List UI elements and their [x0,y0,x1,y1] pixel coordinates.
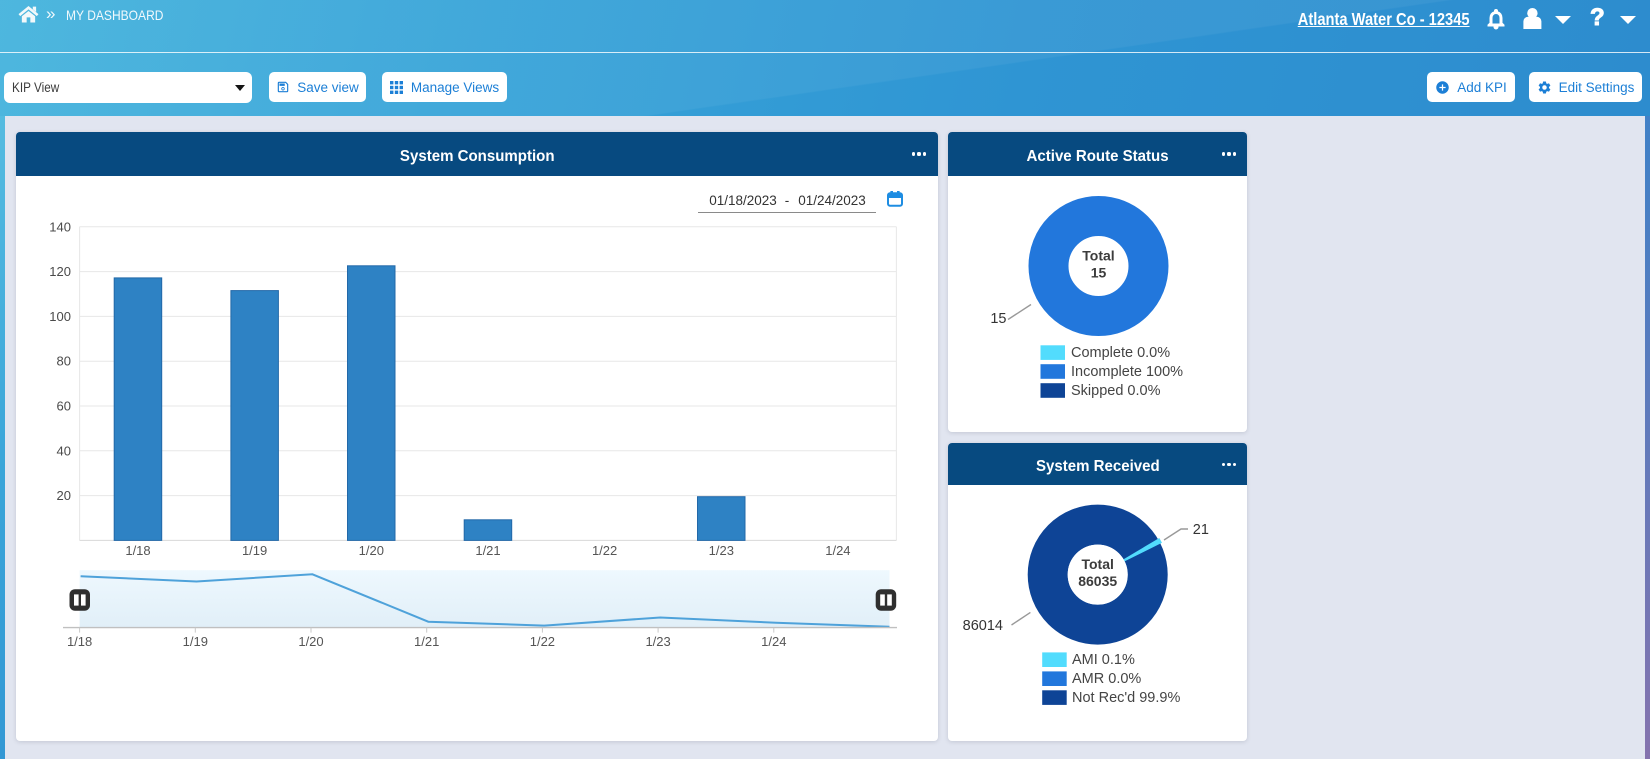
svg-text:1/21: 1/21 [414,634,439,649]
svg-text:80: 80 [57,354,71,369]
svg-text:Incomplete 100%: Incomplete 100% [1071,364,1183,380]
svg-text:1/22: 1/22 [530,634,555,649]
svg-text:140: 140 [49,219,71,234]
svg-text:1/23: 1/23 [645,634,670,649]
svg-text:1/24: 1/24 [825,543,850,558]
svg-text:1/20: 1/20 [298,634,323,649]
svg-text:1/18: 1/18 [67,634,92,649]
svg-text:Total: Total [1081,556,1113,572]
svg-text:86035: 86035 [1078,573,1117,589]
svg-text:Complete 0.0%: Complete 0.0% [1071,345,1170,361]
svg-text:1/22: 1/22 [592,543,617,558]
svg-text:AMR 0.0%: AMR 0.0% [1072,671,1141,687]
svg-text:01/24/2023: 01/24/2023 [798,193,866,208]
svg-text:15: 15 [1091,265,1107,281]
svg-text:100: 100 [49,309,71,324]
svg-text:1/21: 1/21 [475,543,500,558]
svg-text:20: 20 [57,488,71,503]
svg-text:15: 15 [990,311,1006,327]
svg-text:21: 21 [1193,522,1209,538]
svg-text:1/19: 1/19 [242,543,267,558]
svg-text:1/24: 1/24 [761,634,786,649]
svg-text:1/19: 1/19 [183,634,208,649]
svg-text:Not Rec'd 99.9%: Not Rec'd 99.9% [1072,690,1180,706]
svg-text:1/20: 1/20 [359,543,384,558]
svg-text:40: 40 [57,443,71,458]
svg-text:Total: Total [1082,248,1114,264]
svg-text:1/18: 1/18 [125,543,150,558]
svg-text:86014: 86014 [963,618,1003,634]
svg-text:-: - [785,193,790,208]
svg-text:Skipped 0.0%: Skipped 0.0% [1071,383,1161,399]
svg-text:120: 120 [49,264,71,279]
svg-text:01/18/2023: 01/18/2023 [709,193,777,208]
svg-text:AMI 0.1%: AMI 0.1% [1072,652,1135,668]
svg-text:60: 60 [57,399,71,414]
svg-text:1/23: 1/23 [709,543,734,558]
